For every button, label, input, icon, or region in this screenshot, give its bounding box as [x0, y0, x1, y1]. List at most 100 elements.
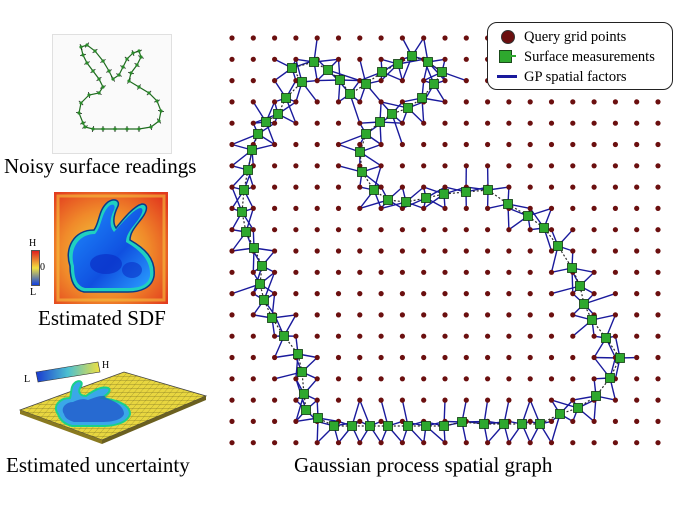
query-grid-point	[463, 440, 469, 446]
query-grid-point	[527, 141, 533, 148]
query-grid-point	[421, 312, 427, 318]
query-grid-point	[570, 163, 576, 169]
surface-measurement	[259, 295, 269, 305]
query-grid-point	[250, 35, 256, 41]
query-grid-point	[442, 99, 448, 105]
surface-measurement	[361, 129, 371, 139]
query-grid-point	[314, 78, 320, 84]
query-grid-point	[548, 248, 555, 254]
query-grid-point	[634, 141, 640, 148]
query-grid-point	[421, 397, 427, 403]
surface-measurement	[417, 93, 427, 103]
surface-measurement	[301, 405, 311, 415]
surface-measurement	[335, 75, 345, 85]
query-grid-point	[378, 269, 384, 275]
query-grid-point	[506, 397, 512, 403]
query-grid-point	[506, 269, 512, 275]
query-grid-point	[293, 120, 299, 126]
surface-measurement	[517, 419, 527, 429]
query-grid-point	[612, 184, 618, 190]
query-grid-point	[378, 163, 384, 169]
query-grid-point	[378, 248, 384, 254]
query-grid-point	[421, 163, 427, 169]
surface-measurement	[257, 261, 267, 271]
query-grid-point	[634, 376, 640, 382]
query-grid-point	[655, 120, 661, 126]
query-grid-point	[485, 99, 491, 105]
query-grid-point	[399, 120, 405, 126]
noisy-reading-point	[101, 127, 105, 131]
query-grid-point	[612, 248, 618, 254]
query-grid-point	[548, 184, 555, 190]
query-grid-point	[399, 227, 405, 233]
surface-measurement	[535, 419, 545, 429]
query-grid-point	[442, 397, 448, 403]
noisy-outline-path	[78, 44, 162, 130]
surface-measurement	[281, 93, 291, 103]
surface-measurement	[383, 195, 393, 205]
query-grid-point	[548, 312, 555, 318]
query-grid-point	[399, 78, 405, 84]
query-grid-point	[335, 184, 342, 190]
gp-spatial-graph	[222, 22, 674, 462]
query-grid-point	[314, 376, 320, 382]
query-grid-point	[421, 376, 427, 382]
query-grid-point	[591, 440, 597, 446]
query-grid-point	[527, 333, 533, 339]
query-grid-point	[442, 376, 448, 382]
query-grid-point	[442, 440, 448, 446]
query-grid-point	[548, 354, 555, 361]
query-grid-point	[463, 333, 469, 339]
query-grid-point	[612, 291, 618, 297]
legend: Query grid points Surface measurements G…	[487, 22, 673, 90]
query-grid-point	[335, 333, 342, 339]
query-grid-point	[634, 440, 640, 446]
query-grid-point	[272, 397, 278, 403]
query-grid-point	[634, 333, 640, 339]
noisy-reading-point	[113, 127, 117, 131]
query-grid-point	[485, 269, 491, 275]
noisy-reading-point	[139, 55, 143, 59]
query-grid-point	[655, 354, 661, 361]
query-grid-point	[272, 291, 278, 297]
query-grid-point	[250, 184, 256, 190]
query-grid-point	[527, 120, 533, 126]
query-grid-point	[421, 35, 427, 41]
graph-caption: Gaussian process spatial graph	[294, 453, 553, 477]
query-grid-point	[421, 184, 427, 190]
query-grid-point	[335, 56, 342, 62]
legend-item-surface: Surface measurements	[496, 47, 655, 67]
surface-measurement	[345, 89, 355, 99]
query-grid-point	[527, 163, 533, 169]
noisy-reading-point	[131, 51, 135, 55]
query-grid-point	[357, 99, 363, 105]
query-grid-point	[634, 418, 640, 424]
query-grid-point	[314, 99, 320, 105]
query-grid-point	[314, 141, 320, 148]
query-grid-point	[548, 120, 555, 126]
query-grid-point	[612, 120, 618, 126]
noisy-reading-point	[107, 69, 111, 73]
query-grid-point	[335, 227, 342, 233]
query-grid-point	[250, 354, 256, 361]
query-grid-point	[421, 120, 427, 126]
query-grid-point	[655, 440, 661, 446]
query-grid-point	[548, 141, 555, 148]
query-grid-point	[463, 397, 469, 403]
query-grid-point	[442, 141, 448, 148]
query-grid-point	[612, 163, 618, 169]
query-grid-point	[442, 269, 448, 275]
surface-measurement	[377, 67, 387, 77]
query-grid-point	[314, 120, 320, 126]
query-grid-point	[634, 397, 640, 403]
query-grid-point	[357, 354, 363, 361]
query-grid-point	[421, 205, 427, 211]
query-grid-point	[527, 291, 533, 297]
surface-measurement	[383, 421, 393, 431]
query-grid-point	[335, 354, 342, 361]
uncertainty-caption: Estimated uncertainty	[6, 453, 190, 477]
query-grid-point	[442, 56, 448, 62]
query-grid-point	[485, 291, 491, 297]
surface-measurement	[347, 421, 357, 431]
query-grid-point	[506, 333, 512, 339]
